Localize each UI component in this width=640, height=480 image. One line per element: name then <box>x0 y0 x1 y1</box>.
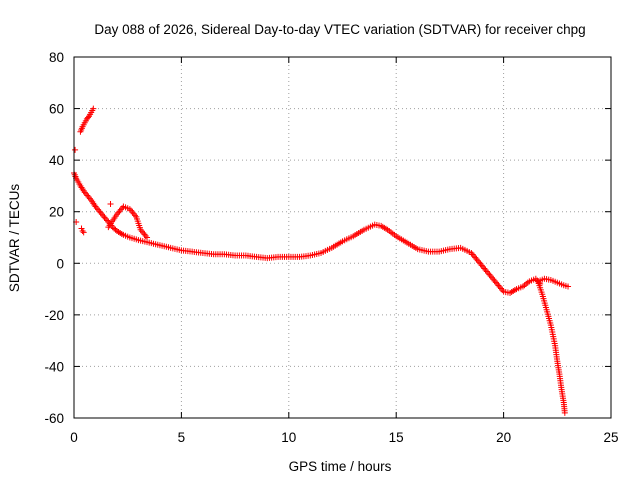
data-point <box>90 105 97 112</box>
y-tick-label: 0 <box>56 256 64 271</box>
x-tick-label: 10 <box>281 430 296 445</box>
y-tick-label: -20 <box>44 308 64 323</box>
x-tick-label: 25 <box>603 430 618 445</box>
data-point <box>144 234 151 241</box>
chart-title: Day 088 of 2026, Sidereal Day-to-day VTE… <box>94 22 585 37</box>
data-point <box>78 225 85 232</box>
data-point <box>72 146 79 153</box>
y-tick-label: 80 <box>49 50 64 65</box>
x-tick-label: 20 <box>496 430 511 445</box>
data-point <box>565 283 572 290</box>
y-tick-label: 40 <box>49 153 64 168</box>
data-series <box>534 278 568 416</box>
y-axis-label: SDTVAR / TECUs <box>7 184 22 293</box>
x-tick-label: 0 <box>70 430 78 445</box>
y-tick-label: 60 <box>49 102 64 117</box>
data-series <box>72 146 114 236</box>
data-points <box>71 105 572 416</box>
plot-frame <box>73 56 612 419</box>
y-tick-label: -60 <box>44 411 64 426</box>
y-tick-label: 20 <box>49 205 64 220</box>
data-point <box>107 200 114 207</box>
data-series <box>71 170 544 296</box>
x-tick-label: 15 <box>389 430 404 445</box>
data-point <box>561 409 568 416</box>
x-tick-label: 5 <box>178 430 186 445</box>
data-series <box>77 105 97 135</box>
y-tick-label: -40 <box>44 359 64 374</box>
data-point <box>84 114 91 121</box>
grid <box>74 57 611 418</box>
data-series <box>534 275 572 290</box>
x-axis-label: GPS time / hours <box>289 459 392 474</box>
data-point <box>80 229 87 236</box>
data-point <box>79 228 86 235</box>
data-point <box>111 225 118 232</box>
data-series <box>105 203 151 241</box>
data-point <box>112 226 119 233</box>
